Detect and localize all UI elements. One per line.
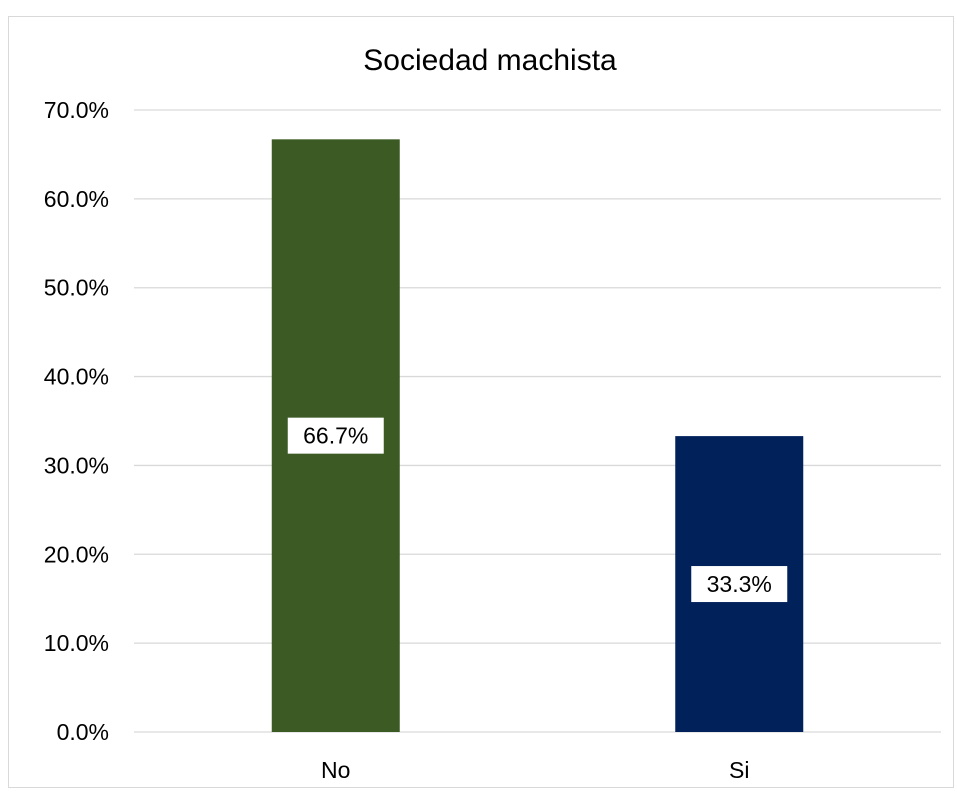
data-label: 33.3% xyxy=(707,571,772,597)
y-tick-label: 20.0% xyxy=(44,541,109,567)
data-labels: 66.7% 33.3% xyxy=(287,417,788,603)
y-tick-label: 0.0% xyxy=(57,719,109,745)
y-tick-label: 70.0% xyxy=(44,97,109,123)
x-tick-label: Si xyxy=(729,757,749,783)
data-label-box xyxy=(287,417,384,454)
x-axis-tick-labels: No Si xyxy=(321,757,749,783)
y-axis-tick-labels: 0.0% 10.0% 20.0% 30.0% 40.0% 50.0% 60.0% 70.0% xyxy=(44,97,109,745)
x-tick-label: No xyxy=(321,757,350,783)
y-tick-label: 50.0% xyxy=(44,275,109,301)
data-label: 66.7% xyxy=(303,423,368,449)
y-tick-label: 30.0% xyxy=(44,452,109,478)
y-tick-label: 60.0% xyxy=(44,186,109,212)
chart-title: Sociedad machista xyxy=(363,44,617,77)
y-tick-label: 40.0% xyxy=(44,364,109,390)
gridlines xyxy=(134,109,941,733)
data-label-box xyxy=(691,566,788,603)
y-tick-label: 10.0% xyxy=(44,630,109,656)
